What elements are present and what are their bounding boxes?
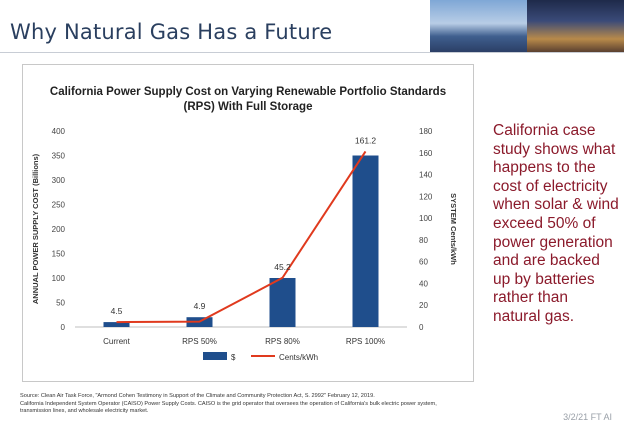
y-tick-label: 400 <box>52 127 66 136</box>
y-tick-label: 50 <box>56 299 65 308</box>
y-tick-label: 100 <box>52 274 66 283</box>
y-tick-label: 350 <box>52 152 66 161</box>
y2-tick-label: 160 <box>419 149 433 158</box>
bar <box>352 155 379 327</box>
slide-title: Why Natural Gas Has a Future <box>10 20 333 44</box>
source-note: Source: Clean Air Task Force, "Armond Co… <box>20 393 580 416</box>
data-label: 4.5 <box>111 306 123 316</box>
y-axis-title: ANNUAL POWER SUPPLY COST (Billions) <box>31 153 40 304</box>
y2-tick-label: 60 <box>419 258 428 267</box>
title-divider <box>0 52 624 53</box>
x-tick-label: RPS 100% <box>346 337 385 346</box>
case-study-text: California case study shows what happens… <box>493 122 619 325</box>
chart-container: California Power Supply Cost on Varying … <box>22 64 474 382</box>
y2-tick-label: 20 <box>419 301 428 310</box>
y-tick-label: 0 <box>61 323 66 332</box>
data-label: 161.2 <box>355 135 377 145</box>
data-label: 45.2 <box>274 262 291 272</box>
y-tick-label: 300 <box>52 176 66 185</box>
chart-title-line1: California Power Supply Cost on Varying … <box>49 86 447 98</box>
solar-panels-image <box>430 0 527 52</box>
combo-chart: 0 50 100 150 200 250 300 350 400 0 20 40 60 80 100 120 1… <box>31 127 458 362</box>
y2-tick-label: 180 <box>419 127 433 136</box>
legend-bar-label: $ <box>231 353 236 362</box>
y-tick-label: 200 <box>52 225 66 234</box>
y2-tick-label: 140 <box>419 171 433 180</box>
y2-tick-label: 100 <box>419 214 433 223</box>
x-tick-label: Current <box>103 337 130 346</box>
source-line-2: California Independent System Operator (… <box>20 400 437 407</box>
y2-tick-label: 40 <box>419 279 428 288</box>
source-line-3: transmission lines, and wholesale electr… <box>20 408 149 415</box>
y2-tick-label: 80 <box>419 236 428 245</box>
bar <box>269 278 296 327</box>
bar <box>103 322 130 327</box>
footer-date: 3/2/21 FT AI <box>563 412 612 422</box>
y2-axis-title: SYSTEM Cents/kWh <box>449 193 458 265</box>
legend-line-label: Cents/kWh <box>279 353 318 362</box>
x-tick-label: RPS 50% <box>182 337 217 346</box>
source-line-1: Source: Clean Air Task Force, "Armond Co… <box>20 393 375 399</box>
y2-tick-label: 0 <box>419 323 424 332</box>
chart-title-line2: (RPS) With Full Storage <box>183 101 313 113</box>
cents-line <box>116 150 367 324</box>
x-tick-label: RPS 80% <box>265 337 300 346</box>
y-tick-label: 150 <box>52 250 66 259</box>
y2-tick-label: 120 <box>419 192 433 201</box>
legend-bar-swatch <box>203 352 227 360</box>
gas-plant-image <box>527 0 624 52</box>
y-tick-label: 250 <box>52 201 66 210</box>
chart-title: California Power Supply Cost on Varying … <box>23 85 473 115</box>
data-label: 4.9 <box>194 301 206 311</box>
